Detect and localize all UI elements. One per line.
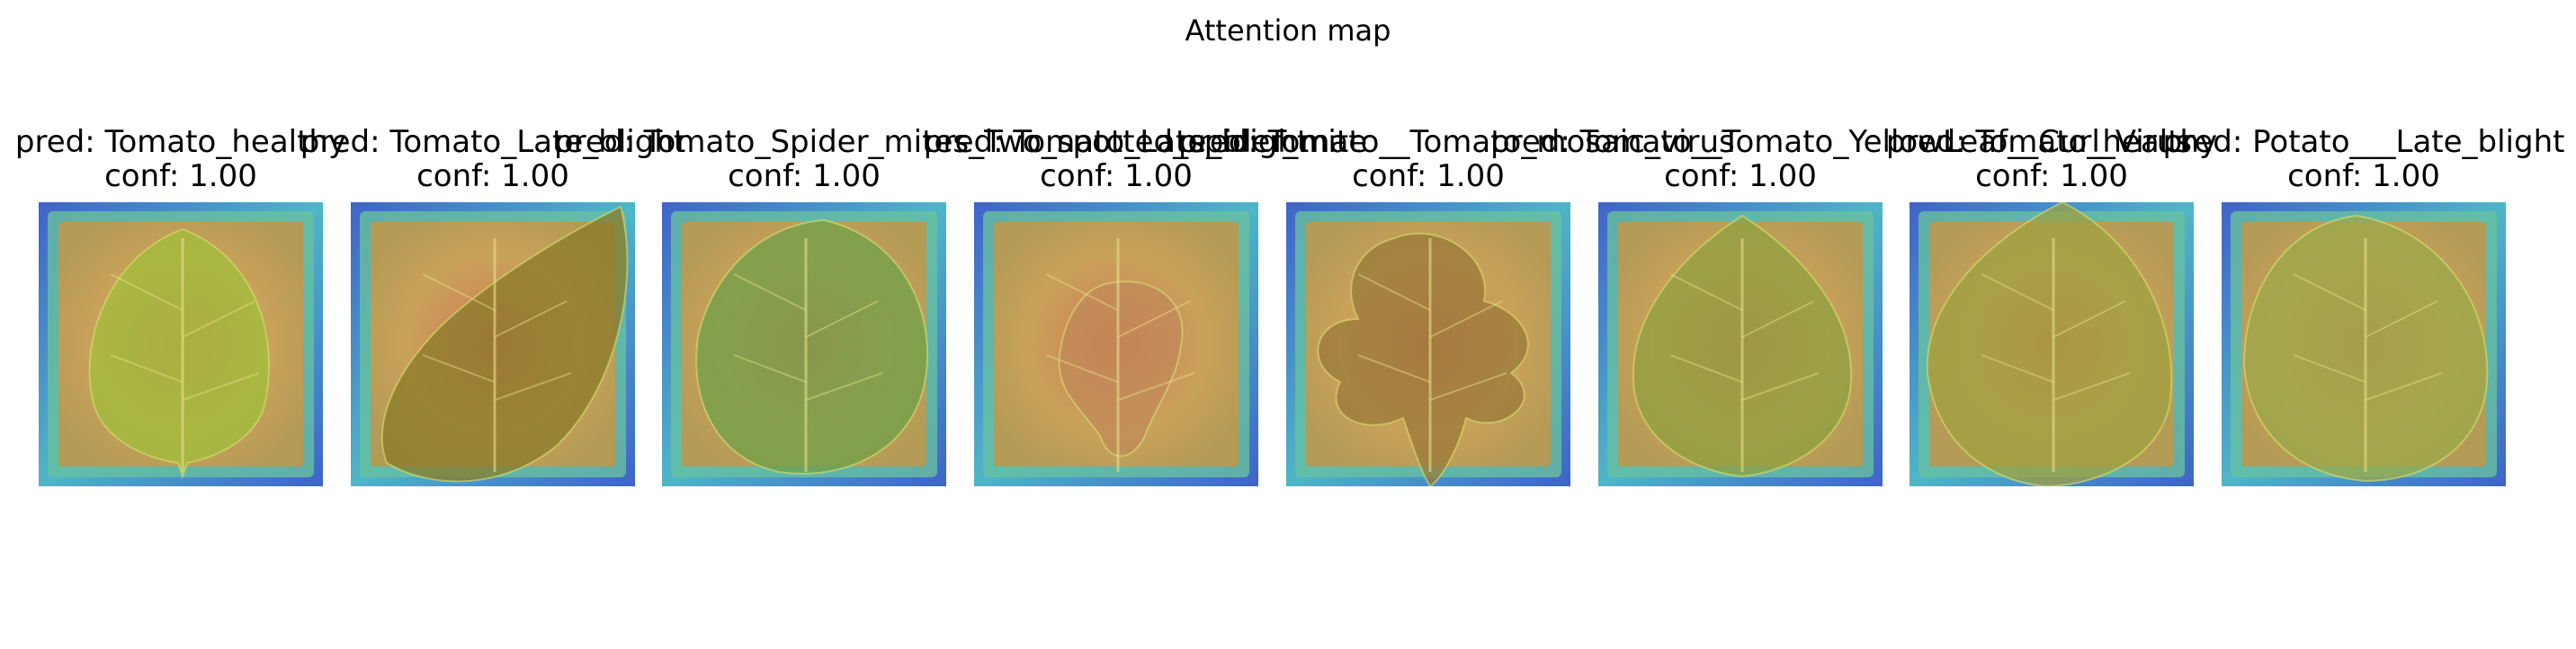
attention-panel: pred: Tomato__Tomato_mosaic_virus conf: 1… bbox=[1178, 0, 1735, 649]
attention-heatmap-image bbox=[39, 202, 323, 486]
attention-heatmap-image bbox=[2222, 202, 2506, 486]
panel-confidence: conf: 1.00 bbox=[1352, 158, 1505, 194]
panel-confidence: conf: 1.00 bbox=[104, 158, 257, 194]
attention-panel: pred: Tomato__Tomato_YellowLeaf__Curl_Vi… bbox=[1490, 0, 2192, 649]
panel-prediction-title: pred: Tomato_healthy bbox=[1885, 124, 2218, 160]
panel-confidence: conf: 1.00 bbox=[1975, 158, 2128, 194]
attention-panel: pred: Potato___Late_blight conf: 1.00 bbox=[2163, 0, 2564, 649]
attention-panel: pred: Tomato_Late_blight conf: 1.00 bbox=[300, 0, 685, 649]
attention-heatmap-image bbox=[1286, 202, 1570, 486]
attention-heatmap-image bbox=[1598, 202, 1883, 486]
attention-heatmap-image bbox=[351, 202, 635, 486]
panel-prediction-title: pred: Tomato_healthy bbox=[14, 124, 347, 160]
panel-confidence: conf: 1.00 bbox=[416, 158, 569, 194]
figure-title: Attention map bbox=[1185, 13, 1391, 48]
attention-panel: pred: Tomato_healthy conf: 1.00 bbox=[15, 0, 346, 649]
attention-heatmap-image bbox=[662, 202, 946, 486]
attention-heatmap-image bbox=[974, 202, 1258, 486]
attention-heatmap-image bbox=[1910, 202, 2194, 486]
panel-prediction-title: pred: Tomato_Late_blight bbox=[300, 124, 686, 160]
attention-panel: pred: Tomato_Spider_mites_Two_spotted_sp… bbox=[554, 0, 1367, 649]
panel-prediction-title: pred: Tomato_Late_blight bbox=[923, 124, 1310, 160]
attention-panel: pred: Tomato_Late_blight conf: 1.00 bbox=[924, 0, 1309, 649]
panel-confidence: conf: 1.00 bbox=[728, 158, 881, 194]
panel-confidence: conf: 1.00 bbox=[1664, 158, 1817, 194]
panel-prediction-title: pred: Tomato__Tomato_mosaic_virus bbox=[1178, 124, 1735, 160]
panel-prediction-title: pred: Potato___Late_blight bbox=[2162, 124, 2565, 160]
panel-confidence: conf: 1.00 bbox=[2287, 158, 2440, 194]
panel-confidence: conf: 1.00 bbox=[1040, 158, 1193, 194]
attention-panel: pred: Tomato_healthy conf: 1.00 bbox=[1886, 0, 2217, 649]
